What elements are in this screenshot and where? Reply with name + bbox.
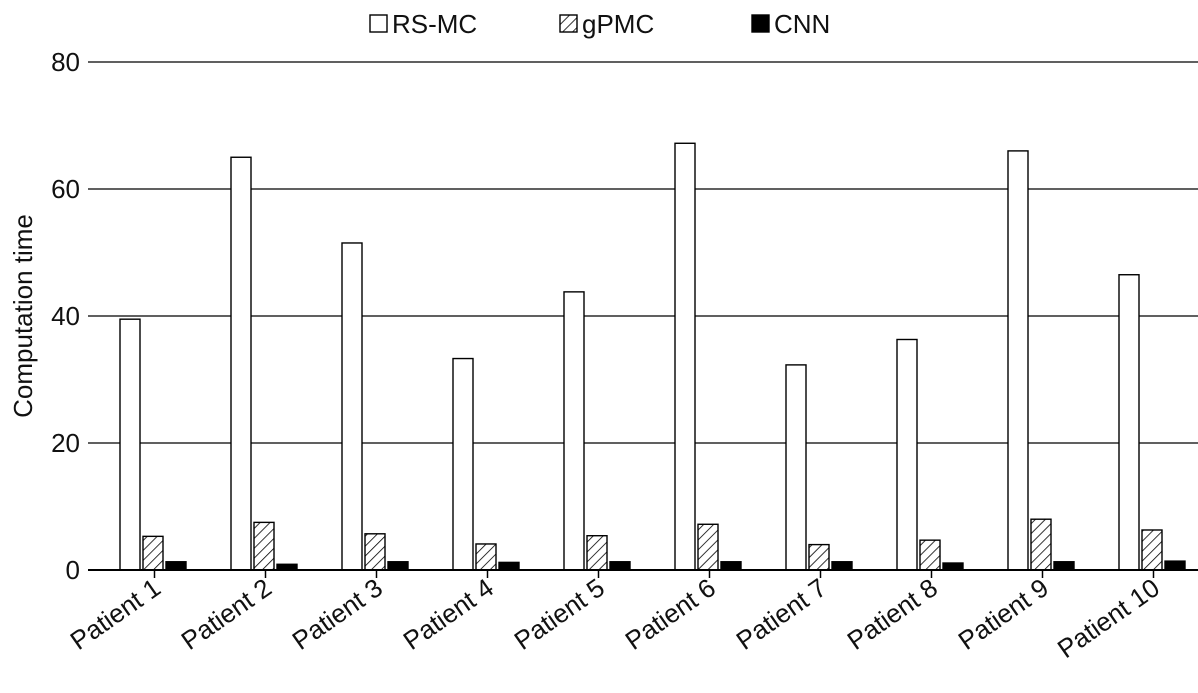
- bar-rs-mc-1: [119, 318, 141, 571]
- x-tick-label: Patient 2: [176, 572, 277, 655]
- x-tick-label: Patient 8: [842, 572, 943, 655]
- bar-cnn-4: [498, 561, 520, 571]
- bar-cnn-5: [609, 561, 631, 571]
- y-tick-label: 60: [51, 174, 80, 204]
- x-tick-label: Patient 3: [287, 572, 388, 655]
- bar-cnn-10: [1164, 560, 1186, 571]
- x-tick-label: Patient 9: [953, 572, 1054, 655]
- bar-rs-mc-9: [1007, 150, 1029, 571]
- bar-rs-mc-3: [341, 242, 363, 571]
- legend-swatch-cnn: [751, 14, 770, 33]
- bar-cnn-7: [831, 561, 853, 571]
- x-tick-label: Patient 4: [398, 572, 499, 655]
- bar-cnn-6: [720, 561, 742, 571]
- legend: RS-MC gPMC CNN: [369, 9, 830, 39]
- bar-gpmc-8: [919, 539, 941, 571]
- bar-gpmc-9: [1030, 518, 1052, 571]
- bar-cnn-3: [387, 561, 409, 571]
- bar-rs-mc-5: [563, 291, 585, 571]
- grid: [88, 61, 1198, 444]
- bar-gpmc-3: [364, 533, 386, 571]
- legend-label-gpmc: gPMC: [582, 9, 654, 39]
- bar-gpmc-5: [586, 535, 608, 571]
- x-axis: Patient 1 Patient 2 Patient 3 Patient 4 Pati…: [65, 569, 1198, 664]
- y-axis: 0 20 40 60 80: [51, 47, 80, 585]
- legend-label-cnn: CNN: [774, 9, 830, 39]
- legend-swatch-gpmc: [559, 14, 578, 33]
- y-tick-label: 80: [51, 47, 80, 77]
- bar-rs-mc-6: [674, 142, 696, 571]
- bar-cnn-8: [942, 562, 964, 571]
- legend-label-rs-mc: RS-MC: [392, 9, 477, 39]
- bar-rs-mc-2: [230, 156, 252, 571]
- bar-gpmc-1: [142, 535, 164, 571]
- bar-gpmc-4: [475, 543, 497, 571]
- bar-rs-mc-8: [896, 338, 918, 571]
- bar-rs-mc-10: [1118, 274, 1140, 571]
- x-tick-label: Patient 5: [509, 572, 610, 655]
- bar-cnn-1: [165, 561, 187, 571]
- bar-rs-mc-7: [785, 364, 807, 571]
- bar-gpmc-10: [1141, 529, 1163, 571]
- legend-swatch-rs-mc: [369, 14, 388, 33]
- bar-gpmc-6: [697, 523, 719, 571]
- bars: [119, 142, 1186, 571]
- bar-rs-mc-4: [452, 357, 474, 571]
- x-tick-label: Patient 7: [731, 572, 832, 655]
- x-tick-label: Patient 6: [620, 572, 721, 655]
- bar-cnn-9: [1053, 561, 1075, 571]
- y-tick-label: 40: [51, 301, 80, 331]
- y-axis-title: Computation time: [8, 214, 38, 418]
- y-tick-label: 0: [66, 555, 80, 585]
- bar-gpmc-2: [253, 521, 275, 571]
- bar-gpmc-7: [808, 543, 830, 571]
- y-tick-label: 20: [51, 428, 80, 458]
- x-tick-label: Patient 10: [1052, 572, 1165, 664]
